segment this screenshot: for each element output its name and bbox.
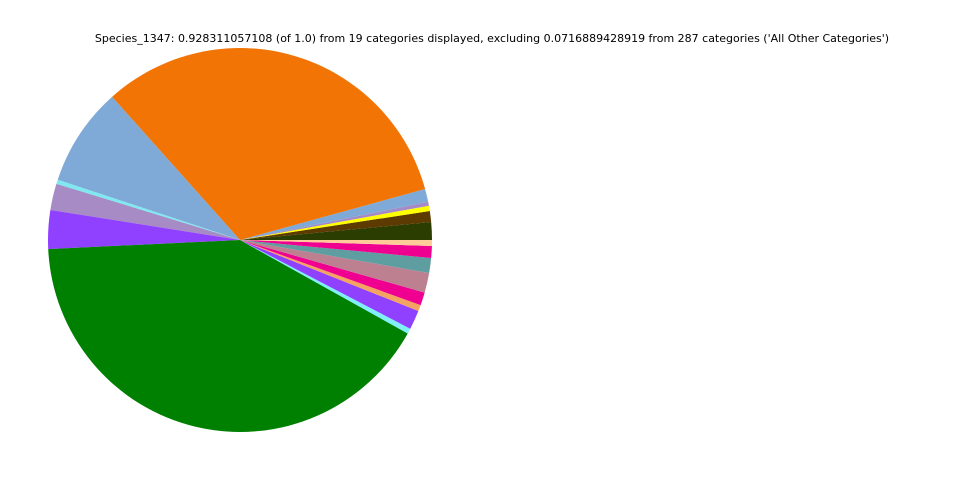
pie-slice xyxy=(240,210,432,240)
pie-slice xyxy=(240,240,425,306)
pie-slice xyxy=(240,201,429,240)
pie-slice xyxy=(240,240,419,329)
chart-title: Species_1347: 0.928311057108 (of 1.0) fr… xyxy=(95,32,889,45)
pie-slice xyxy=(240,240,411,334)
pie-slice xyxy=(240,240,421,312)
pie-slice xyxy=(240,240,432,246)
pie-slice xyxy=(240,221,432,240)
pie-slice xyxy=(240,240,432,259)
pie-slice xyxy=(50,183,240,240)
pie-slice xyxy=(240,240,432,273)
pie-slice xyxy=(47,209,240,250)
pie-slice xyxy=(57,96,241,240)
pie-slice xyxy=(112,48,426,240)
pie-slice xyxy=(240,189,429,240)
pie-slice xyxy=(48,240,408,433)
pie-slice xyxy=(56,179,240,240)
pie-slice xyxy=(240,240,430,293)
pie-slice xyxy=(240,205,430,240)
